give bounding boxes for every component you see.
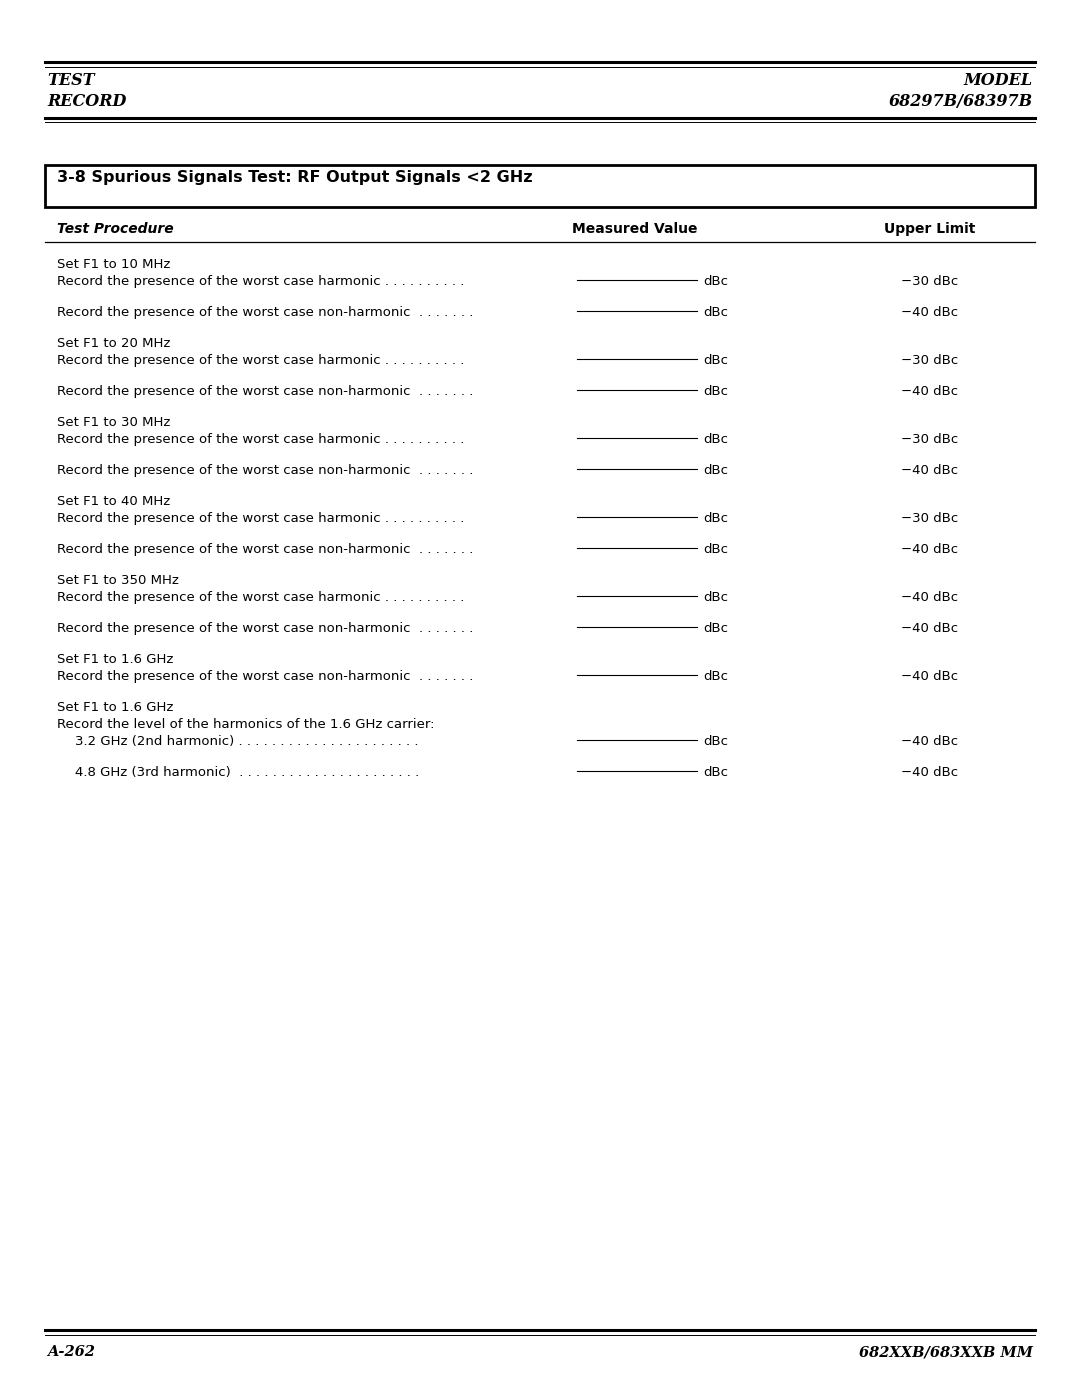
Text: dBc: dBc: [703, 275, 728, 288]
Text: −40 dBc: −40 dBc: [902, 591, 959, 604]
Text: TEST: TEST: [48, 73, 95, 89]
Text: Record the presence of the worst case harmonic . . . . . . . . . .: Record the presence of the worst case ha…: [57, 511, 464, 525]
Text: dBc: dBc: [703, 464, 728, 476]
Text: Record the level of the harmonics of the 1.6 GHz carrier:: Record the level of the harmonics of the…: [57, 718, 434, 731]
Text: Set F1 to 20 MHz: Set F1 to 20 MHz: [57, 337, 171, 351]
Text: −30 dBc: −30 dBc: [902, 433, 959, 446]
Text: Record the presence of the worst case non-harmonic  . . . . . . .: Record the presence of the worst case no…: [57, 464, 473, 476]
Text: −40 dBc: −40 dBc: [902, 543, 959, 556]
Text: −30 dBc: −30 dBc: [902, 353, 959, 367]
Text: −40 dBc: −40 dBc: [902, 464, 959, 476]
Text: Set F1 to 40 MHz: Set F1 to 40 MHz: [57, 495, 171, 509]
Text: dBc: dBc: [703, 735, 728, 747]
Text: Record the presence of the worst case non-harmonic  . . . . . . .: Record the presence of the worst case no…: [57, 671, 473, 683]
Text: dBc: dBc: [703, 543, 728, 556]
Text: 4.8 GHz (3rd harmonic)  . . . . . . . . . . . . . . . . . . . . . .: 4.8 GHz (3rd harmonic) . . . . . . . . .…: [75, 766, 419, 780]
Text: dBc: dBc: [703, 622, 728, 636]
Text: −30 dBc: −30 dBc: [902, 275, 959, 288]
Text: Set F1 to 1.6 GHz: Set F1 to 1.6 GHz: [57, 701, 174, 714]
Text: Record the presence of the worst case harmonic . . . . . . . . . .: Record the presence of the worst case ha…: [57, 591, 464, 604]
Text: Record the presence of the worst case harmonic . . . . . . . . . .: Record the presence of the worst case ha…: [57, 353, 464, 367]
Text: dBc: dBc: [703, 591, 728, 604]
Text: Record the presence of the worst case non-harmonic  . . . . . . .: Record the presence of the worst case no…: [57, 306, 473, 319]
Text: −40 dBc: −40 dBc: [902, 306, 959, 319]
Text: dBc: dBc: [703, 306, 728, 319]
Text: −30 dBc: −30 dBc: [902, 511, 959, 525]
Text: −40 dBc: −40 dBc: [902, 622, 959, 636]
Text: Set F1 to 10 MHz: Set F1 to 10 MHz: [57, 258, 171, 271]
Text: Set F1 to 350 MHz: Set F1 to 350 MHz: [57, 574, 179, 587]
Text: Record the presence of the worst case non-harmonic  . . . . . . .: Record the presence of the worst case no…: [57, 386, 473, 398]
Text: Record the presence of the worst case harmonic . . . . . . . . . .: Record the presence of the worst case ha…: [57, 275, 464, 288]
Text: −40 dBc: −40 dBc: [902, 671, 959, 683]
Text: 3-8 Spurious Signals Test: RF Output Signals <2 GHz: 3-8 Spurious Signals Test: RF Output Sig…: [57, 170, 532, 184]
Text: Record the presence of the worst case harmonic . . . . . . . . . .: Record the presence of the worst case ha…: [57, 433, 464, 446]
Text: Measured Value: Measured Value: [572, 222, 698, 236]
Text: Record the presence of the worst case non-harmonic  . . . . . . .: Record the presence of the worst case no…: [57, 543, 473, 556]
Text: dBc: dBc: [703, 433, 728, 446]
Text: −40 dBc: −40 dBc: [902, 735, 959, 747]
Text: Upper Limit: Upper Limit: [885, 222, 975, 236]
Text: −40 dBc: −40 dBc: [902, 386, 959, 398]
Text: 3.2 GHz (2nd harmonic) . . . . . . . . . . . . . . . . . . . . . .: 3.2 GHz (2nd harmonic) . . . . . . . . .…: [75, 735, 419, 747]
Text: Set F1 to 1.6 GHz: Set F1 to 1.6 GHz: [57, 652, 174, 666]
Text: Test Procedure: Test Procedure: [57, 222, 174, 236]
Text: dBc: dBc: [703, 671, 728, 683]
Text: MODEL: MODEL: [963, 73, 1032, 89]
Text: 68297B/68397B: 68297B/68397B: [889, 94, 1032, 110]
Text: 682XXB/683XXB MM: 682XXB/683XXB MM: [859, 1345, 1032, 1359]
Text: dBc: dBc: [703, 386, 728, 398]
Text: A-262: A-262: [48, 1345, 95, 1359]
Bar: [45, 165, 1035, 207]
Text: Set F1 to 30 MHz: Set F1 to 30 MHz: [57, 416, 171, 429]
Text: dBc: dBc: [703, 511, 728, 525]
Text: RECORD: RECORD: [48, 94, 126, 110]
Text: −40 dBc: −40 dBc: [902, 766, 959, 780]
Text: dBc: dBc: [703, 766, 728, 780]
Text: Record the presence of the worst case non-harmonic  . . . . . . .: Record the presence of the worst case no…: [57, 622, 473, 636]
Text: dBc: dBc: [703, 353, 728, 367]
